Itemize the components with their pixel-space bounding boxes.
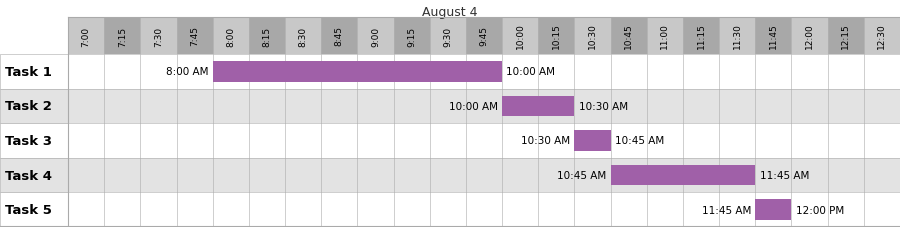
Text: 12:00 PM: 12:00 PM bbox=[796, 205, 844, 215]
Bar bbox=[610, 18, 647, 55]
Bar bbox=[502, 18, 538, 55]
Text: 8:45: 8:45 bbox=[335, 26, 344, 46]
Bar bbox=[466, 18, 502, 55]
Text: 8:15: 8:15 bbox=[263, 26, 272, 46]
Text: 10:00 AM: 10:00 AM bbox=[449, 101, 498, 111]
Bar bbox=[68, 89, 900, 124]
Bar bbox=[249, 18, 285, 55]
Bar bbox=[68, 192, 900, 227]
Bar bbox=[502, 96, 574, 117]
Bar bbox=[104, 18, 140, 55]
Text: 7:15: 7:15 bbox=[118, 26, 127, 46]
Bar bbox=[0, 192, 68, 227]
Bar bbox=[647, 18, 683, 55]
Bar bbox=[864, 18, 900, 55]
Text: 11:45: 11:45 bbox=[769, 24, 778, 49]
Bar bbox=[212, 62, 502, 82]
Text: 10:15: 10:15 bbox=[552, 23, 561, 49]
Text: 10:30 AM: 10:30 AM bbox=[521, 136, 570, 146]
Bar bbox=[212, 18, 249, 55]
Text: 8:30: 8:30 bbox=[299, 26, 308, 46]
Text: 10:30 AM: 10:30 AM bbox=[579, 101, 628, 111]
Bar bbox=[429, 18, 466, 55]
Bar bbox=[68, 124, 900, 158]
Bar bbox=[755, 200, 791, 220]
Text: 9:30: 9:30 bbox=[444, 26, 453, 46]
Text: 12:15: 12:15 bbox=[842, 24, 850, 49]
Text: 11:45 AM: 11:45 AM bbox=[702, 205, 751, 215]
Bar bbox=[0, 89, 68, 124]
Text: 7:30: 7:30 bbox=[154, 26, 163, 46]
Text: 11:15: 11:15 bbox=[697, 23, 706, 49]
Bar bbox=[285, 18, 321, 55]
Text: Task 1: Task 1 bbox=[5, 66, 52, 79]
Text: 8:00: 8:00 bbox=[226, 26, 235, 46]
Text: 10:45: 10:45 bbox=[625, 24, 634, 49]
Bar bbox=[176, 18, 212, 55]
Text: 11:00: 11:00 bbox=[661, 23, 670, 49]
Text: 10:00: 10:00 bbox=[516, 23, 525, 49]
Bar bbox=[755, 18, 791, 55]
Bar bbox=[68, 158, 900, 192]
Text: 8:00 AM: 8:00 AM bbox=[166, 67, 209, 77]
Bar bbox=[610, 165, 755, 186]
Text: 12:00: 12:00 bbox=[806, 24, 814, 49]
Text: 11:30: 11:30 bbox=[733, 23, 742, 49]
Text: 9:45: 9:45 bbox=[480, 26, 489, 46]
Bar bbox=[0, 158, 68, 192]
Text: 7:45: 7:45 bbox=[190, 26, 199, 46]
Bar bbox=[140, 18, 176, 55]
Text: Task 2: Task 2 bbox=[5, 100, 52, 113]
Text: Task 4: Task 4 bbox=[5, 169, 52, 182]
Bar bbox=[68, 55, 900, 89]
Text: 9:15: 9:15 bbox=[407, 26, 416, 46]
Bar bbox=[321, 18, 357, 55]
Bar bbox=[828, 18, 864, 55]
Bar bbox=[0, 55, 68, 89]
Text: Task 5: Task 5 bbox=[5, 203, 52, 216]
Text: 10:30: 10:30 bbox=[588, 23, 597, 49]
Bar bbox=[719, 18, 755, 55]
Bar bbox=[791, 18, 828, 55]
Text: 12:30: 12:30 bbox=[878, 24, 886, 49]
Bar bbox=[68, 18, 104, 55]
Text: Task 3: Task 3 bbox=[5, 134, 52, 147]
Text: 10:00 AM: 10:00 AM bbox=[507, 67, 555, 77]
Bar bbox=[357, 18, 393, 55]
Bar bbox=[538, 18, 574, 55]
Bar bbox=[574, 131, 610, 151]
Bar bbox=[683, 18, 719, 55]
Text: August 4: August 4 bbox=[422, 6, 478, 19]
Bar bbox=[0, 124, 68, 158]
Bar bbox=[574, 18, 610, 55]
Bar bbox=[393, 18, 429, 55]
Text: 10:45 AM: 10:45 AM bbox=[557, 170, 607, 180]
Text: 11:45 AM: 11:45 AM bbox=[760, 170, 809, 180]
Text: 7:00: 7:00 bbox=[82, 26, 91, 46]
Text: 10:45 AM: 10:45 AM bbox=[615, 136, 664, 146]
Text: 9:00: 9:00 bbox=[371, 26, 380, 46]
